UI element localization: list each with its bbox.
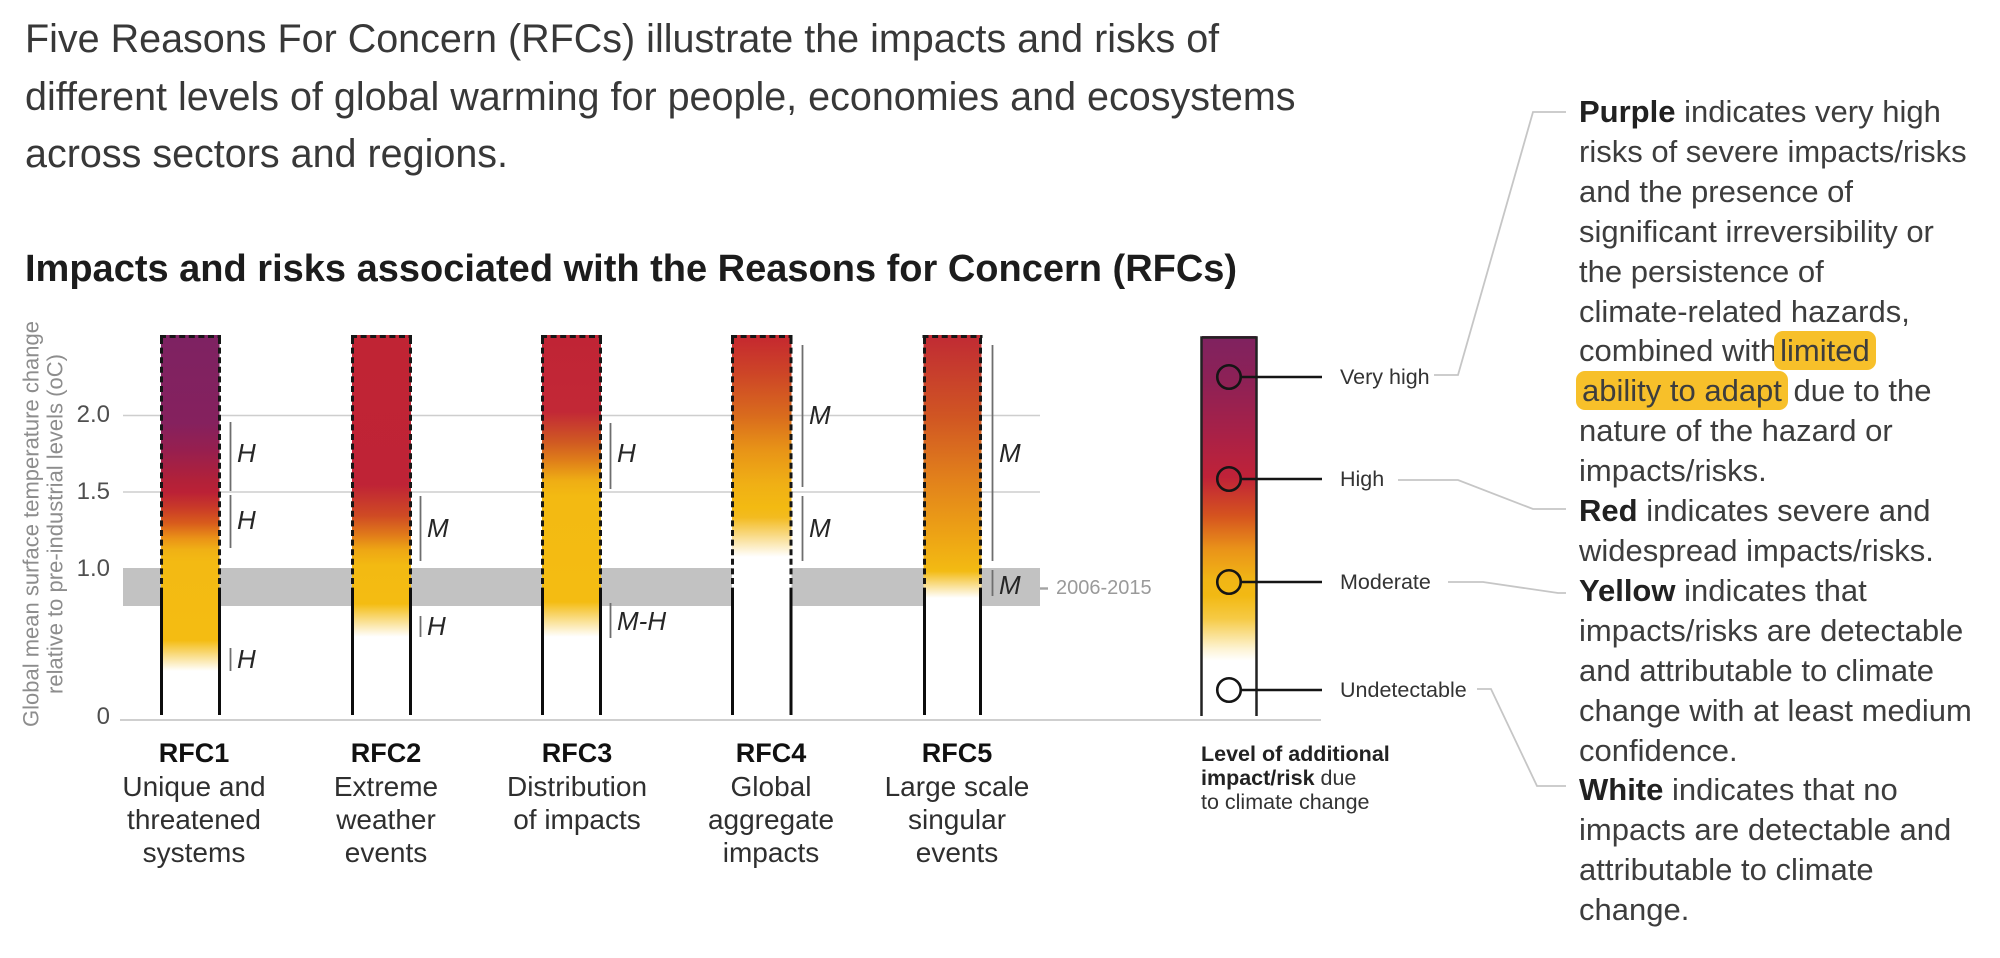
svg-text:M: M [999, 438, 1021, 468]
svg-text:M: M [809, 513, 831, 543]
svg-text:H: H [237, 438, 256, 468]
svg-text:H: H [237, 644, 256, 674]
svg-text:M: M [427, 513, 449, 543]
svg-text:H: H [617, 438, 636, 468]
svg-text:M-H: M-H [617, 606, 666, 636]
svg-text:M: M [809, 400, 831, 430]
svg-text:H: H [237, 505, 256, 535]
svg-text:M: M [999, 570, 1021, 600]
svg-text:H: H [427, 611, 446, 641]
